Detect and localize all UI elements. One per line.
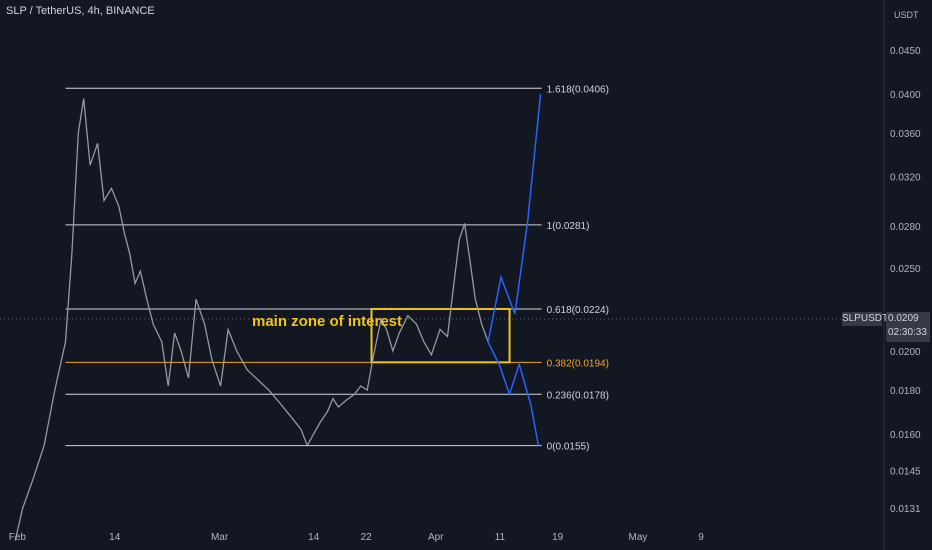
price-tick-label: 0.0450: [890, 46, 921, 57]
price-tick-label: 0.0400: [890, 90, 921, 101]
time-tick-label: 14: [308, 532, 320, 543]
fib-level-label: 1.618(0.0406): [547, 84, 609, 95]
zone-of-interest-box[interactable]: [370, 307, 511, 364]
time-tick-label: 14: [109, 532, 121, 543]
fib-level-label: 0.618(0.0224): [547, 305, 609, 316]
fib-level-label: 0.236(0.0178): [547, 390, 609, 401]
price-tick-label: 0.0131: [890, 504, 921, 515]
projection-down-path[interactable]: [487, 341, 540, 446]
time-tick-label: 11: [495, 532, 506, 543]
time-tick-label: Feb: [9, 532, 27, 543]
price-tick-label: 0.0160: [890, 430, 921, 441]
last-price: 0.0209: [888, 313, 919, 324]
last-price-box: 0.0209 02:30:33: [886, 312, 930, 342]
time-tick-label: Apr: [428, 532, 444, 543]
time-tick-label: 22: [361, 532, 373, 543]
price-tick-label: 0.0180: [890, 386, 921, 397]
price-line: [14, 98, 489, 541]
time-tick-label: 19: [552, 532, 564, 543]
price-tick-label: 0.0250: [890, 264, 921, 275]
chart-title: SLP / TetherUS, 4h, BINANCE: [6, 5, 155, 17]
price-tick-label: 0.0200: [890, 347, 921, 358]
time-axis[interactable]: Feb 14 Mar 14 22 Apr 11 19 May 9: [9, 532, 705, 543]
fib-retracement[interactable]: 1.618(0.0406) 1(0.0281) 0.618(0.0224) 0.382…: [65, 84, 609, 453]
projection-up-path[interactable]: [487, 93, 542, 343]
price-tick-label: 0.0360: [890, 129, 921, 140]
currency-label: USDT: [894, 10, 919, 20]
time-tick-label: May: [628, 532, 647, 543]
price-axis[interactable]: 0.0450 0.0400 0.0360 0.0320 0.0280 0.0250 0.02…: [890, 46, 921, 515]
time-tick-label: Mar: [211, 532, 229, 543]
price-tick-label: 0.0145: [890, 466, 921, 477]
annotation-text[interactable]: main zone of interest: [252, 313, 402, 330]
fib-level-label: 0(0.0155): [547, 442, 590, 453]
time-tick-label: 9: [698, 532, 704, 543]
fib-level-label: 1(0.0281): [547, 221, 590, 232]
price-tick-label: 0.0320: [890, 173, 921, 184]
symbol-tag: SLPUSDT: [842, 312, 889, 326]
fib-level-label: 0.382(0.0194): [547, 358, 609, 369]
price-tick-label: 0.0280: [890, 222, 921, 233]
bar-countdown: 02:30:33: [888, 327, 927, 338]
